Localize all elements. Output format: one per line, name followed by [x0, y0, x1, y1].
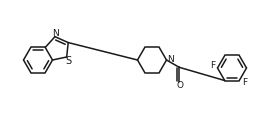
Text: O: O	[176, 81, 183, 90]
Text: F: F	[242, 78, 247, 87]
Text: N: N	[168, 55, 175, 65]
Text: N: N	[52, 29, 59, 38]
Text: F: F	[210, 61, 215, 71]
Text: S: S	[65, 56, 71, 66]
